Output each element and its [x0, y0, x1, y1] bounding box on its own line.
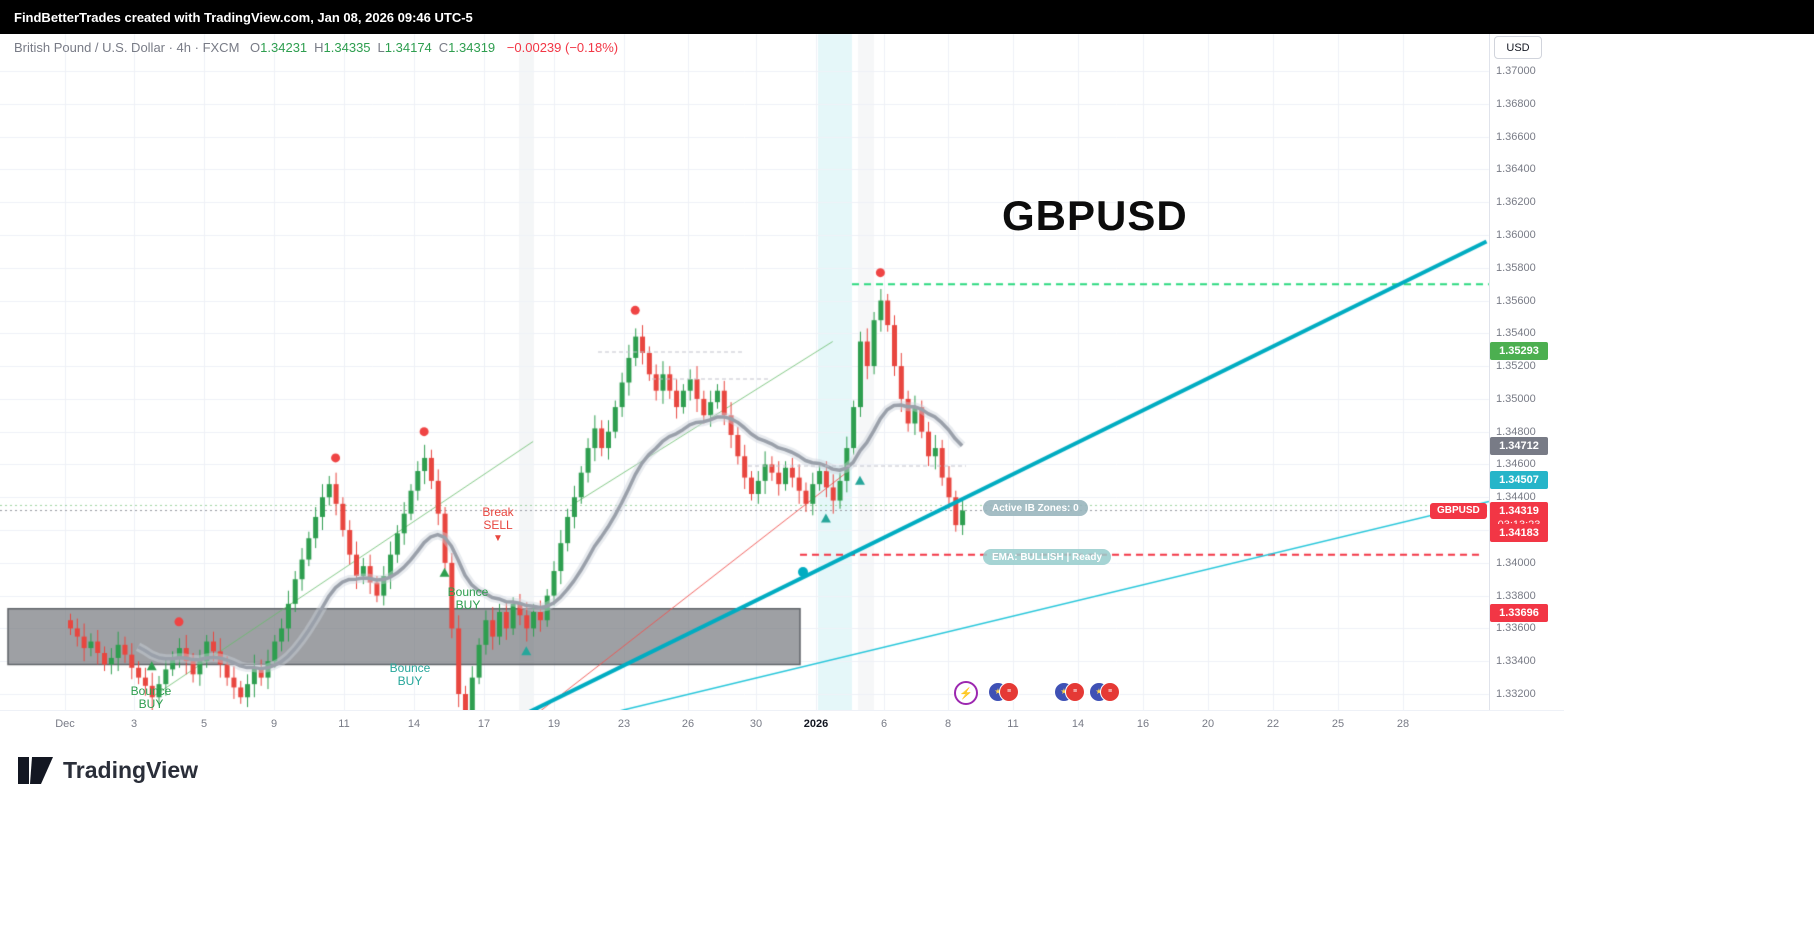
price-scale-label: 1.34400 — [1496, 491, 1536, 504]
time-scale-label: Dec — [55, 718, 75, 730]
price-scale-label: 1.37000 — [1496, 65, 1536, 77]
price-scale-label: 1.35800 — [1496, 261, 1536, 274]
time-scale-label: 14 — [1071, 718, 1085, 730]
price-badge: 1.33696 — [1490, 603, 1548, 622]
economic-event-pair-icon[interactable]: ★ ≡ — [1054, 681, 1085, 703]
price-scale-label: 1.36800 — [1496, 97, 1536, 110]
symbol-description[interactable]: British Pound / U.S. Dollar · 4h · FXCM — [14, 40, 240, 55]
ohlc-value: 1.34319 — [448, 40, 496, 55]
time-scale-label: 2026 — [803, 718, 829, 730]
sell-arrow-icon: ▼ — [493, 533, 503, 544]
time-scale-label: 6 — [880, 718, 888, 730]
ohlc-key: H — [314, 40, 324, 55]
change-value: −0.00239 (−0.18%) — [506, 40, 619, 55]
attribution-bar: FindBetterTrades created with TradingVie… — [0, 0, 1814, 34]
price-scale[interactable]: 1.37000 1.36800 1.36600 1.36400 1.36200 1.360… — [1489, 34, 1565, 745]
time-scale-label: 11 — [338, 718, 350, 730]
ohlc-key: O — [250, 40, 261, 55]
price-scale-label: 1.33400 — [1496, 655, 1536, 668]
time-scale-label: 8 — [944, 718, 952, 730]
price-scale-label: 1.35600 — [1496, 294, 1536, 307]
ema-status-label: EMA: BULLISH | Ready — [983, 549, 1112, 565]
price-scale-label: 1.34800 — [1496, 425, 1536, 438]
active-ib-zones-label: Active IB Zones: 0 — [983, 500, 1088, 516]
time-scale-label: 3 — [130, 718, 138, 730]
currency-toggle-button[interactable]: USD — [1494, 36, 1542, 59]
ohlc-value: 1.34174 — [384, 40, 432, 55]
price-badge: 1.35293 — [1490, 341, 1548, 360]
signal-annotation: Bounce BUY — [130, 684, 172, 711]
price-scale-label: 1.36600 — [1496, 130, 1536, 143]
ohlc-key: C — [438, 40, 449, 55]
price-badge: 1.34712 — [1490, 437, 1548, 456]
price-scale-label: 1.35200 — [1496, 360, 1536, 373]
time-scale-label: 9 — [270, 718, 278, 730]
volatility-event-icon[interactable]: ⚡ — [954, 681, 978, 705]
symbol-header: British Pound / U.S. Dollar · 4h · FXCM … — [14, 40, 618, 55]
price-scale-label: 1.33800 — [1496, 589, 1536, 602]
time-scale-label: 22 — [1266, 718, 1280, 730]
time-scale[interactable]: Dec 3 5 9 11 14 17 19 23 26 30 2026 6 8 11 14 16 20 22 25 28 — [0, 710, 1564, 746]
price-scale-label: 1.35000 — [1496, 392, 1536, 405]
price-scale-label: 1.34600 — [1496, 458, 1536, 471]
price-scale-label: 1.34000 — [1496, 556, 1536, 569]
symbol-watermark: GBPUSD — [1002, 192, 1188, 239]
time-scale-label: 11 — [1007, 718, 1019, 730]
time-scale-label: 26 — [681, 718, 695, 730]
time-scale-label: 25 — [1331, 718, 1345, 730]
time-scale-label: 19 — [547, 718, 561, 730]
ohlc-key: L — [377, 40, 385, 55]
tradingview-logo-icon[interactable] — [18, 757, 54, 784]
time-scale-label: 30 — [749, 718, 763, 730]
signal-annotation: Bounce BUY — [389, 661, 431, 688]
price-scale-label: 1.36400 — [1496, 163, 1536, 176]
signal-annotation: Break SELL ▼ — [453, 506, 543, 545]
price-scale-label: 1.36000 — [1496, 228, 1536, 241]
tradingview-logo-text[interactable]: TradingView — [63, 757, 199, 783]
ohlc-values: O1.34231 H1.34335 L1.34174 C1.34319 — [243, 40, 495, 55]
time-scale-label: 16 — [1136, 718, 1150, 730]
price-scale-label: 1.33200 — [1496, 688, 1536, 700]
signal-annotation: Bounce BUY — [447, 585, 489, 612]
time-scale-label: 28 — [1396, 718, 1410, 730]
price-badge: 1.34507 — [1490, 470, 1548, 489]
economic-event-pair-icon[interactable]: ★ ≡ — [988, 681, 1019, 703]
time-scale-label: 23 — [617, 718, 631, 730]
footer: TradingView — [0, 745, 1814, 928]
time-scale-label: 20 — [1201, 718, 1215, 730]
time-scale-label: 5 — [200, 718, 208, 730]
time-scale-label: 14 — [407, 718, 421, 730]
ohlc-value: 1.34335 — [323, 40, 371, 55]
ohlc-value: 1.34231 — [260, 40, 308, 55]
price-scale-label: 1.36200 — [1496, 196, 1536, 209]
price-badge: 1.34183 — [1490, 523, 1548, 542]
attribution-text: FindBetterTrades created with TradingVie… — [14, 9, 473, 25]
time-scale-label: 17 — [477, 718, 491, 730]
economic-event-pair-icon[interactable]: ★ ≡ — [1089, 681, 1120, 703]
price-scale-label: 1.33600 — [1496, 622, 1536, 635]
price-scale-label: 1.35400 — [1496, 327, 1536, 340]
symbol-price-line-pill: GBPUSD — [1430, 502, 1487, 519]
